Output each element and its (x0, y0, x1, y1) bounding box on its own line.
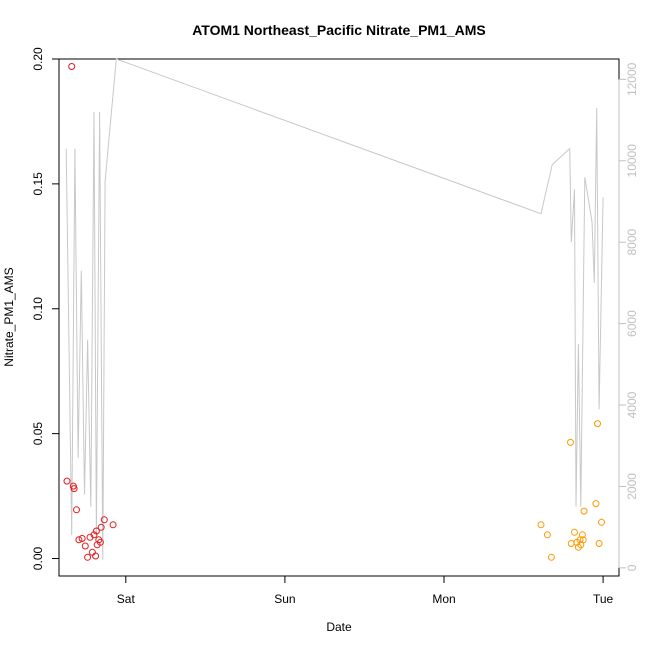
y-axis: 0.00 0.05 0.10 0.15 0.20 (31, 47, 60, 571)
data-point (73, 506, 80, 514)
altitude-line-layer (65, 58, 604, 560)
data-point (547, 553, 555, 561)
data-point (543, 531, 551, 539)
y2-tick-label: 12000 (625, 62, 639, 96)
x-tick-label: Sun (274, 592, 295, 606)
data-point (90, 531, 98, 539)
data-point (63, 477, 71, 485)
y2-tick-label: 0 (625, 564, 639, 571)
data-point (579, 536, 587, 544)
chart-title: ATOM1 Northeast_Pacific Nitrate_PM1_AMS (192, 22, 486, 38)
points-layer (63, 63, 605, 561)
data-point (571, 528, 578, 536)
x-axis: Sat Sun Mon Tue (117, 575, 614, 606)
data-point (567, 438, 574, 446)
data-point (78, 535, 86, 542)
x-tick-label: Sat (117, 592, 136, 606)
x-tick-label: Mon (432, 592, 455, 606)
data-point (592, 500, 600, 508)
data-point (81, 542, 89, 550)
data-point (70, 485, 78, 493)
y2-tick-label: 4000 (625, 391, 639, 418)
y-tick-label: 0.20 (31, 47, 45, 71)
data-point (100, 516, 108, 524)
data-point (578, 531, 586, 539)
altitude-line (65, 58, 604, 560)
y-tick-label: 0.15 (31, 172, 45, 196)
y2-tick-label: 8000 (625, 229, 639, 256)
x-tick-label: Tue (593, 592, 614, 606)
y-tick-label: 0.10 (31, 297, 45, 321)
data-point (96, 538, 104, 546)
y-axis-label: Nitrate_PM1_AMS (2, 267, 16, 366)
data-point (598, 518, 605, 526)
data-point (68, 63, 76, 70)
data-point (92, 552, 100, 560)
data-point (92, 527, 100, 535)
y2-tick-label: 2000 (625, 473, 639, 500)
data-point (580, 507, 588, 515)
data-point (109, 521, 117, 529)
data-point (97, 523, 105, 531)
data-point (84, 553, 92, 561)
secondary-y-axis: 0 2000 4000 6000 8000 10000 12000 (618, 62, 639, 571)
data-point (75, 536, 83, 544)
data-point (595, 540, 603, 547)
y-tick-label: 0.05 (31, 422, 45, 446)
y2-tick-label: 10000 (625, 144, 639, 178)
y2-tick-label: 6000 (625, 310, 639, 337)
data-point (594, 420, 601, 428)
y-tick-label: 0.00 (31, 547, 45, 571)
data-point (537, 521, 545, 529)
x-axis-label: Date (326, 620, 352, 634)
